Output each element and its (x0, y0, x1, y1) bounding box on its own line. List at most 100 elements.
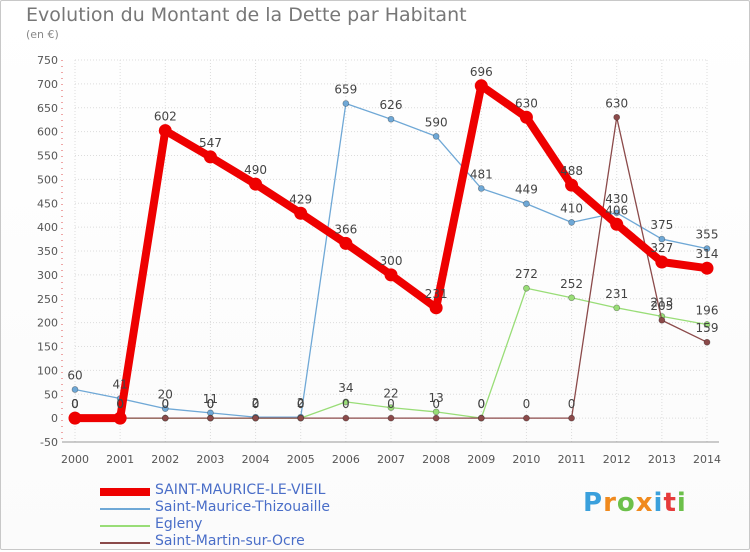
data-label: 590 (425, 115, 448, 129)
data-point (477, 414, 485, 422)
data-label: 406 (605, 203, 628, 217)
data-point (613, 304, 621, 312)
y-tick-label: 400 (37, 221, 58, 234)
data-point (342, 100, 350, 107)
data-point (565, 178, 579, 192)
x-tick-label: 2007 (377, 453, 405, 466)
x-tick-label: 2002 (151, 453, 179, 466)
data-point (432, 133, 440, 140)
data-label: 327 (650, 241, 673, 255)
x-tick-label: 2006 (332, 453, 360, 466)
data-point (207, 414, 214, 422)
x-tick-label: 2004 (242, 453, 270, 466)
proxiti-logo: Proxiti (583, 488, 687, 518)
y-tick-label: 150 (37, 341, 58, 354)
data-label: 490 (244, 163, 267, 177)
logo-letter: i (653, 488, 664, 518)
y-tick-label: 600 (37, 126, 58, 139)
data-label: 20 (158, 388, 173, 402)
data-label: 0 (477, 397, 485, 411)
x-tick-label: 2008 (422, 453, 450, 466)
y-tick-label: -50 (40, 436, 58, 449)
series-3 (71, 113, 711, 422)
data-label: 0 (477, 397, 485, 411)
data-point (655, 255, 669, 269)
x-tick-label: 2011 (558, 453, 586, 466)
series-0 (68, 79, 714, 425)
data-label: 366 (334, 222, 357, 236)
x-tick-label: 2014 (693, 453, 721, 466)
x-tick-label: 2013 (648, 453, 676, 466)
data-point (384, 268, 398, 282)
data-point (658, 316, 666, 324)
logo-letter: P (583, 488, 604, 518)
x-tick-label: 2012 (603, 453, 631, 466)
unit-label: (en €) (26, 28, 59, 41)
data-label: 0 (252, 397, 260, 411)
data-label: 547 (199, 136, 222, 150)
y-tick-label: 450 (37, 197, 58, 210)
data-point (519, 110, 533, 124)
y-tick-label: 500 (37, 173, 58, 186)
data-label: 0 (116, 397, 124, 411)
data-label: 0 (432, 397, 440, 411)
y-tick-label: 350 (37, 245, 58, 258)
y-tick-label: 250 (37, 293, 58, 306)
data-point (342, 414, 350, 422)
data-label: 0 (342, 397, 350, 411)
data-label: 0 (71, 397, 79, 411)
data-point (249, 177, 263, 191)
y-tick-label: 750 (37, 54, 58, 67)
logo-letter: x (635, 488, 654, 518)
data-label: 626 (380, 98, 403, 112)
data-label: 481 (470, 167, 493, 181)
y-tick-label: 50 (44, 388, 58, 401)
data-label: 0 (297, 397, 305, 411)
data-point (158, 124, 172, 138)
y-tick-label: 300 (37, 269, 58, 282)
data-label: 2 (252, 396, 260, 410)
data-label: 410 (560, 201, 583, 215)
data-label: 272 (515, 267, 538, 281)
data-label: 196 (696, 304, 719, 318)
data-point (613, 113, 621, 121)
data-label: 488 (560, 164, 583, 178)
data-point (71, 386, 79, 393)
data-label: 449 (515, 183, 538, 197)
data-label: 0 (207, 397, 215, 411)
data-label: 252 (560, 277, 583, 291)
legend-label: Egleny (155, 516, 203, 532)
logo-letter: o (616, 488, 636, 518)
data-label: 630 (515, 96, 538, 110)
data-label: 22 (383, 387, 398, 401)
chart-title: Evolution du Montant de la Dette par Hab… (26, 4, 467, 26)
data-point (568, 219, 575, 226)
y-tick-label: 700 (37, 78, 58, 91)
data-label: 2 (297, 396, 305, 410)
legend-label: Saint-Martin-sur-Ocre (155, 533, 305, 549)
y-tick-label: 550 (37, 150, 58, 163)
data-label: 696 (470, 65, 493, 79)
legend-label: Saint-Maurice-Thizouaille (155, 499, 330, 515)
data-point (339, 236, 353, 250)
data-label: 0 (161, 397, 169, 411)
data-point (387, 414, 395, 422)
data-point (610, 217, 624, 231)
data-point (474, 79, 488, 93)
x-tick-label: 2001 (106, 453, 134, 466)
data-point (294, 206, 308, 220)
data-point (113, 411, 127, 425)
x-tick-label: 2003 (196, 453, 224, 466)
logo-letter: i (676, 488, 687, 518)
data-label: 355 (696, 228, 719, 242)
data-label: 0 (252, 397, 260, 411)
data-label: 0 (71, 397, 79, 411)
data-point (252, 414, 259, 422)
data-point (429, 301, 443, 315)
data-label: 0 (523, 397, 531, 411)
data-point (568, 294, 575, 302)
data-point (700, 261, 714, 275)
data-label: 300 (380, 254, 403, 268)
logo-letter: t (663, 488, 677, 518)
data-label: 0 (161, 397, 169, 411)
